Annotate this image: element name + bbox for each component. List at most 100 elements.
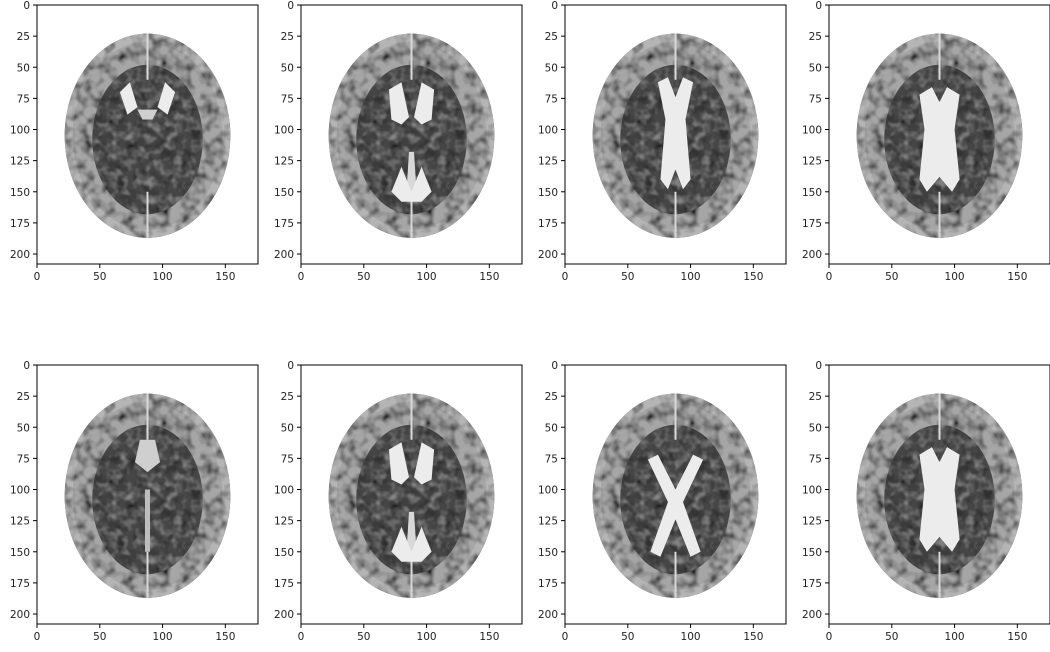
y-tick-label: 175 [274,578,294,590]
y-tick-label: 75 [17,453,30,465]
x-tick-label: 50 [885,271,898,283]
y-tick-label: 25 [17,391,30,403]
y-tick-label: 150 [538,187,558,199]
y-tick-label: 50 [545,62,558,74]
y-tick-label: 150 [10,547,30,559]
y-tick-label: 75 [281,93,294,105]
x-tick-label: 100 [945,271,965,283]
mri-slice-image [856,393,1023,598]
mri-slice-image [328,393,495,598]
x-tick-label: 150 [215,631,235,643]
x-tick-label: 50 [621,271,634,283]
y-tick-label: 0 [551,360,558,372]
y-tick-label: 100 [802,125,822,137]
y-tick-label: 75 [809,93,822,105]
y-tick-label: 150 [274,187,294,199]
x-tick-label: 0 [562,271,569,283]
x-tick-label: 0 [34,631,41,643]
y-tick-label: 175 [538,218,558,230]
y-tick-label: 125 [274,516,294,528]
x-tick-label: 100 [417,631,437,643]
y-tick-label: 125 [802,156,822,168]
y-tick-label: 25 [545,31,558,43]
y-tick-label: 25 [17,31,30,43]
y-tick-label: 125 [538,516,558,528]
y-tick-label: 125 [10,156,30,168]
y-tick-label: 200 [274,609,294,621]
y-tick-label: 0 [815,360,822,372]
y-tick-label: 75 [809,453,822,465]
y-tick-label: 25 [545,391,558,403]
x-tick-label: 100 [681,271,701,283]
panel-5: 0 25 50 75 100 125 150 175 200 0 50 100 150 [10,360,259,643]
mri-slice-image [856,33,1023,238]
x-tick-label: 150 [479,631,499,643]
mri-slice-image [328,33,495,238]
x-tick-label: 100 [153,631,173,643]
y-tick-label: 75 [281,453,294,465]
x-tick-label: 150 [743,271,763,283]
y-tick-label: 0 [815,0,822,12]
mri-slice-image [64,393,231,598]
y-tick-label: 25 [809,391,822,403]
y-tick-label: 100 [274,125,294,137]
y-tick-label: 50 [17,62,30,74]
x-tick-label: 150 [1007,631,1027,643]
axes-frame [36,364,259,625]
x-tick-label: 50 [357,271,370,283]
y-tick-label: 200 [274,249,294,261]
x-tick-label: 100 [681,631,701,643]
y-tick-label: 100 [10,125,30,137]
panel-4: 0 25 50 75 100 125 150 175 200 0 50 100 150 [802,0,1050,283]
y-tick-label: 25 [281,31,294,43]
y-tick-label: 150 [274,547,294,559]
x-tick-label: 0 [34,271,41,283]
y-tick-label: 75 [17,93,30,105]
y-tick-label: 50 [281,62,294,74]
y-tick-label: 125 [274,156,294,168]
panel-3: 0 25 50 75 100 125 150 175 200 0 50 100 150 [538,0,787,283]
x-tick-label: 150 [479,271,499,283]
x-tick-label: 50 [357,631,370,643]
x-tick-label: 100 [945,631,965,643]
y-tick-label: 0 [287,0,294,12]
y-tick-label: 75 [545,453,558,465]
x-tick-label: 50 [885,631,898,643]
x-tick-label: 0 [298,271,305,283]
y-tick-label: 200 [10,609,30,621]
y-tick-label: 100 [538,485,558,497]
axes-frame [564,4,787,265]
y-tick-label: 0 [23,360,30,372]
y-tick-label: 50 [545,422,558,434]
x-tick-label: 0 [562,631,569,643]
y-tick-label: 150 [802,187,822,199]
y-tick-label: 200 [538,609,558,621]
y-tick-label: 200 [538,249,558,261]
y-tick-label: 175 [538,578,558,590]
mri-slice-image [592,393,759,598]
panel-1: 0 25 50 75 100 125 150 175 200 0 50 100 150 [10,0,259,283]
mri-slice-image [64,33,231,238]
y-tick-label: 100 [10,485,30,497]
panels-layer: 0 25 50 75 100 125 150 175 200 0 50 100 150 0 25 50 75 10… [10,0,1050,643]
y-tick-label: 125 [538,156,558,168]
y-tick-label: 150 [10,187,30,199]
x-tick-label: 50 [93,631,106,643]
x-tick-label: 50 [93,271,106,283]
x-tick-label: 0 [826,271,833,283]
panel-2: 0 25 50 75 100 125 150 175 200 0 50 100 150 [274,0,523,283]
y-tick-label: 175 [10,218,30,230]
axes-frame [36,4,259,265]
y-tick-label: 100 [274,485,294,497]
axes-frame [300,364,523,625]
y-tick-label: 100 [538,125,558,137]
y-tick-label: 175 [274,218,294,230]
y-tick-label: 200 [802,249,822,261]
x-tick-label: 0 [298,631,305,643]
y-tick-label: 125 [802,516,822,528]
y-tick-label: 0 [287,360,294,372]
y-tick-label: 125 [10,516,30,528]
y-tick-label: 100 [802,485,822,497]
mri-slice-image [592,33,759,238]
y-tick-label: 175 [802,218,822,230]
